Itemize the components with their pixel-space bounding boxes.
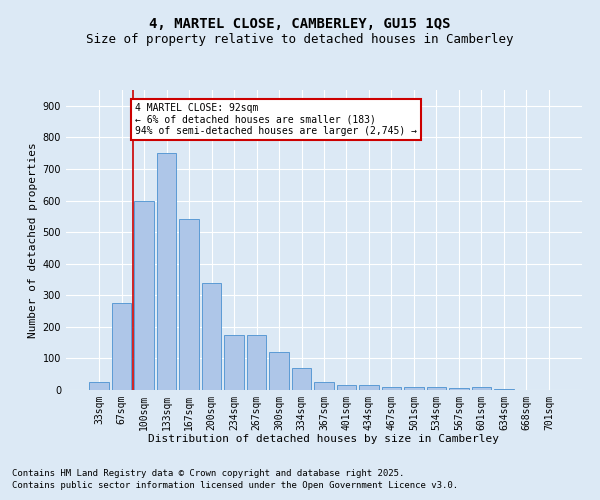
Bar	[202, 282, 221, 390]
Bar	[472, 388, 491, 390]
Bar	[314, 382, 334, 390]
Bar	[292, 368, 311, 390]
Text: 4, MARTEL CLOSE, CAMBERLEY, GU15 1QS: 4, MARTEL CLOSE, CAMBERLEY, GU15 1QS	[149, 18, 451, 32]
Text: Contains HM Land Registry data © Crown copyright and database right 2025.: Contains HM Land Registry data © Crown c…	[12, 468, 404, 477]
Text: 4 MARTEL CLOSE: 92sqm
← 6% of detached houses are smaller (183)
94% of semi-deta: 4 MARTEL CLOSE: 92sqm ← 6% of detached h…	[135, 102, 417, 136]
Bar	[404, 388, 424, 390]
X-axis label: Distribution of detached houses by size in Camberley: Distribution of detached houses by size …	[149, 434, 499, 444]
Bar	[89, 382, 109, 390]
Y-axis label: Number of detached properties: Number of detached properties	[28, 142, 38, 338]
Bar	[224, 334, 244, 390]
Bar	[359, 386, 379, 390]
Bar	[247, 334, 266, 390]
Text: Size of property relative to detached houses in Camberley: Size of property relative to detached ho…	[86, 32, 514, 46]
Bar	[179, 220, 199, 390]
Bar	[112, 303, 131, 390]
Bar	[134, 200, 154, 390]
Bar	[157, 153, 176, 390]
Bar	[337, 386, 356, 390]
Bar	[449, 388, 469, 390]
Bar	[269, 352, 289, 390]
Bar	[427, 388, 446, 390]
Text: Contains public sector information licensed under the Open Government Licence v3: Contains public sector information licen…	[12, 481, 458, 490]
Bar	[382, 387, 401, 390]
